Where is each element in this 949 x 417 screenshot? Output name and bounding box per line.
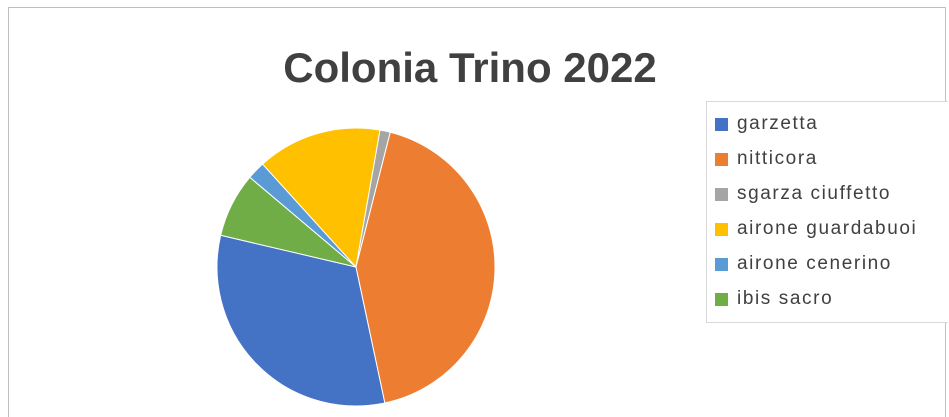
legend-item-sgarza-ciuffetto: sgarza ciuffetto: [715, 183, 891, 205]
legend-swatch: [715, 187, 728, 201]
legend-label: garzetta: [737, 113, 819, 134]
legend-label: airone cenerino: [737, 253, 892, 274]
pie-slice-garzetta: [216, 234, 386, 407]
legend-label: nitticora: [737, 148, 818, 169]
legend-item-airone-cenerino: airone cenerino: [715, 253, 892, 275]
legend-item-airone-guardabuoi: airone guardabuoi: [715, 218, 917, 240]
legend-label: ibis sacro: [737, 288, 834, 309]
chart-legend: garzetta nitticora sgarza ciuffetto airo…: [706, 101, 948, 323]
legend-label: sgarza ciuffetto: [737, 183, 892, 204]
legend-item-ibis-sacro: ibis sacro: [715, 288, 833, 310]
chart-title: Colonia Trino 2022: [283, 44, 657, 91]
legend-label: airone guardabuoi: [737, 218, 918, 239]
legend-swatch: [715, 117, 728, 131]
legend-swatch: [715, 222, 728, 236]
legend-swatch: [715, 292, 728, 306]
pie-slice-nitticora: [355, 131, 496, 404]
pie-slice-airone-guardabuoi: [261, 127, 381, 269]
legend-swatch: [715, 152, 728, 166]
legend-swatch: [715, 257, 728, 271]
legend-item-nitticora: nitticora: [715, 148, 818, 170]
legend-item-garzetta: garzetta: [715, 113, 818, 135]
